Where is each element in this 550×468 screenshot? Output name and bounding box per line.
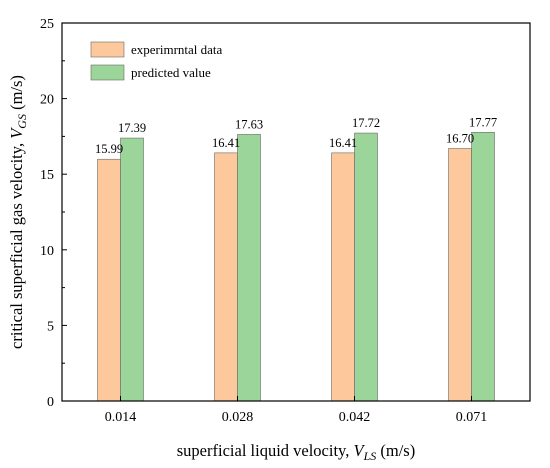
y-tick-label-0: 0 — [47, 395, 54, 410]
bar-experimental-2 — [331, 152, 355, 402]
y-axis-title: critical superficial gas velocity, VGS (… — [7, 75, 29, 349]
x-tick-label-2: 0.042 — [339, 410, 371, 425]
data-labels-layer: 15.99 16.41 16.41 16.70 17.39 17.63 17.72 17.77 — [95, 115, 497, 156]
data-label-experimental-2: 16.41 — [329, 136, 357, 150]
bar-predicted-2 — [354, 132, 378, 402]
legend-label-predicted: predicted value — [131, 65, 211, 80]
legend-swatch-experimental — [90, 41, 125, 58]
y-tick-label-2: 10 — [40, 244, 54, 259]
data-label-predicted-1: 17.63 — [235, 117, 263, 131]
data-label-experimental-1: 16.41 — [212, 136, 240, 150]
data-label-experimental-0: 15.99 — [95, 142, 123, 156]
ticks-layer: 0.014 0.028 0.042 0.071 0 5 10 15 20 25 — [40, 17, 487, 425]
x-axis-title: superficial liquid velocity, VLS (m/s) — [177, 441, 415, 463]
y-tick-label-1: 5 — [47, 319, 54, 334]
legend-swatch-predicted — [90, 64, 125, 81]
x-tick-label-1: 0.028 — [222, 410, 254, 425]
x-tick-label-0: 0.014 — [105, 410, 137, 425]
data-label-experimental-3: 16.70 — [446, 131, 474, 145]
legend-label-experimental: experimrntal data — [131, 42, 223, 57]
data-label-predicted-0: 17.39 — [118, 121, 146, 135]
bar-predicted-3 — [471, 132, 495, 402]
data-label-predicted-3: 17.77 — [469, 115, 497, 129]
y-tick-label-3: 15 — [40, 168, 54, 183]
bar-predicted-1 — [237, 134, 261, 402]
bar-experimental-0 — [97, 158, 121, 402]
bar-predicted-0 — [120, 137, 144, 402]
x-tick-label-3: 0.071 — [456, 410, 488, 425]
y-tick-label-5: 25 — [40, 17, 54, 32]
bar-experimental-1 — [214, 152, 238, 402]
bar-experimental-3 — [448, 148, 472, 402]
legend: experimrntal data predicted value — [90, 41, 223, 81]
bars-layer — [97, 132, 495, 402]
data-label-predicted-2: 17.72 — [352, 116, 380, 130]
y-tick-label-4: 20 — [40, 93, 54, 108]
